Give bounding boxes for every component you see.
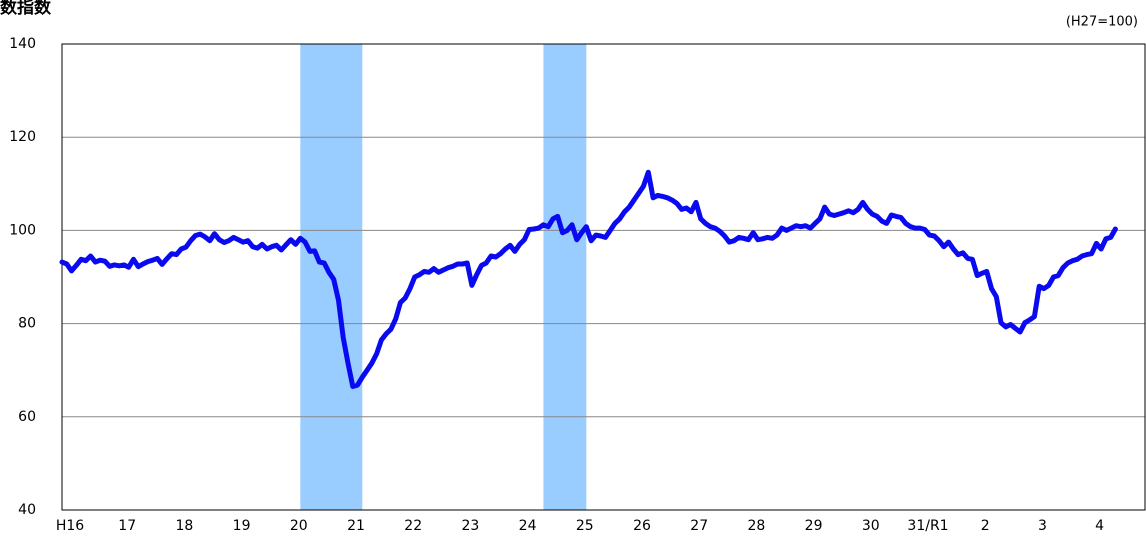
y-tick-label: 60: [18, 409, 36, 425]
x-tick-label: 25: [576, 518, 594, 534]
x-tick-label: 4: [1095, 518, 1104, 534]
recession-shade: [543, 44, 587, 510]
x-tick-label: 26: [633, 518, 651, 534]
x-tick-label: 3: [1038, 518, 1047, 534]
x-tick-label: 23: [461, 518, 479, 534]
x-tick-label: 17: [118, 518, 136, 534]
plot-frame: [61, 43, 1146, 511]
chart-title: 数指数: [0, 0, 52, 18]
y-tick-label: 100: [9, 222, 36, 238]
x-tick-label: 18: [175, 518, 193, 534]
x-tick-label: 27: [690, 518, 708, 534]
x-tick-label: 31/R1: [907, 518, 948, 534]
x-tick-label: 28: [747, 518, 765, 534]
x-tick-label: 2: [981, 518, 990, 534]
x-tick-label: H16: [56, 518, 84, 534]
x-tick-label: 20: [290, 518, 308, 534]
y-tick-label: 120: [9, 129, 36, 145]
y-tick-label: 80: [18, 316, 36, 332]
x-tick-label: 22: [404, 518, 422, 534]
y-tick-label: 140: [9, 36, 36, 52]
x-tick-label: 30: [862, 518, 880, 534]
x-tick-label: 24: [519, 518, 537, 534]
y-tick-label: 40: [18, 502, 36, 518]
x-tick-label: 21: [347, 518, 365, 534]
data-line: [59, 169, 1118, 389]
x-tick-label: 29: [805, 518, 823, 534]
unit-note: (H27=100): [1066, 15, 1138, 30]
x-tick-label: 19: [233, 518, 251, 534]
